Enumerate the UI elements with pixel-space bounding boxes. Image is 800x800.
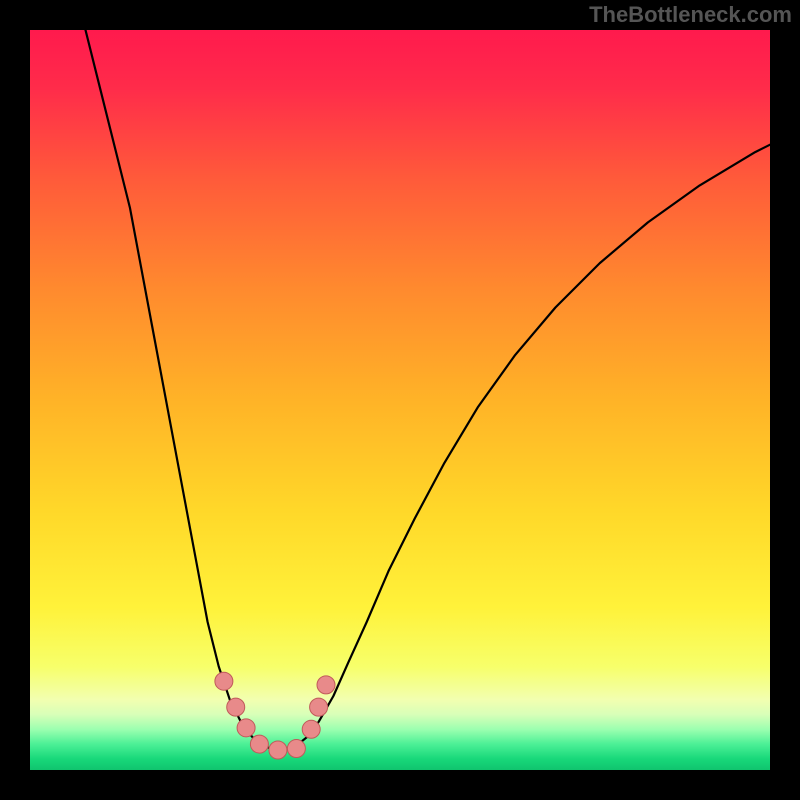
data-marker — [269, 741, 287, 759]
data-marker — [317, 676, 335, 694]
data-marker — [302, 720, 320, 738]
data-marker — [215, 672, 233, 690]
data-marker — [310, 698, 328, 716]
plot-area — [30, 30, 770, 770]
data-marker — [250, 735, 268, 753]
watermark-text: TheBottleneck.com — [589, 2, 792, 28]
data-marker — [237, 719, 255, 737]
data-marker — [287, 740, 305, 758]
bottleneck-curve-chart — [0, 0, 800, 800]
data-marker — [227, 698, 245, 716]
chart-container: TheBottleneck.com — [0, 0, 800, 800]
